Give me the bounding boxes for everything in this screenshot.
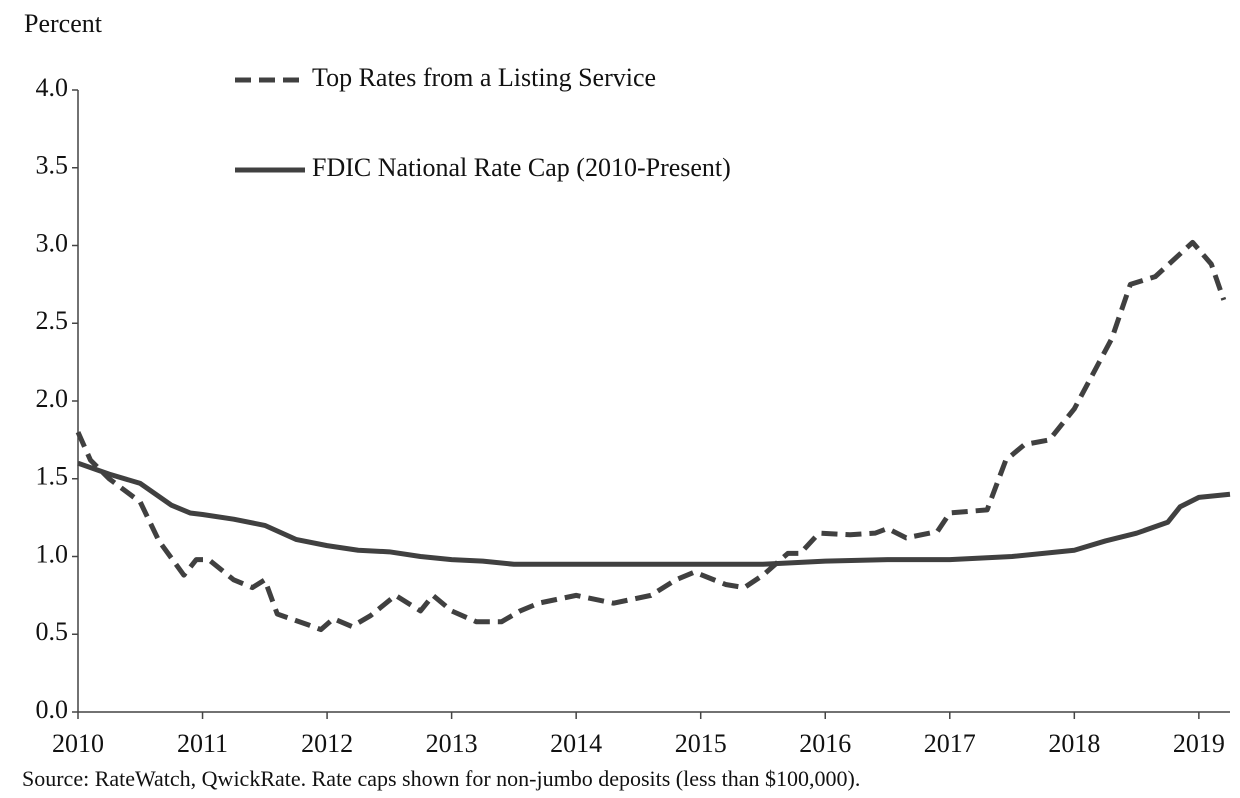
line-series <box>77 460 1231 567</box>
source-note: Source: RateWatch, QwickRate. Rate caps … <box>22 766 860 791</box>
y-tick-label: 2.5 <box>36 306 69 335</box>
x-tick-label: 2011 <box>177 729 228 758</box>
x-tick-label: 2016 <box>799 729 851 758</box>
y-tick-label: 4.0 <box>36 73 69 102</box>
y-axis-label: Percent <box>24 9 103 38</box>
x-tick-label: 2018 <box>1048 729 1100 758</box>
y-tick-label: 1.0 <box>36 539 69 568</box>
x-tick-label: 2014 <box>550 729 602 758</box>
y-tick-label: 1.5 <box>36 462 69 491</box>
x-tick-label: 2013 <box>426 729 478 758</box>
line-series <box>75 239 1227 633</box>
legend-label: Top Rates from a Listing Service <box>312 63 656 92</box>
y-tick-label: 2.0 <box>36 384 69 413</box>
y-tick-label: 0.0 <box>36 695 69 724</box>
x-tick-label: 2017 <box>924 729 976 758</box>
y-tick-label: 0.5 <box>36 617 69 646</box>
x-tick-label: 2019 <box>1173 729 1225 758</box>
y-tick-label: 3.5 <box>36 151 69 180</box>
legend-label: FDIC National Rate Cap (2010-Present) <box>312 153 731 182</box>
x-tick-label: 2010 <box>52 729 104 758</box>
y-tick-label: 3.0 <box>36 228 69 257</box>
x-tick-label: 2012 <box>301 729 353 758</box>
x-tick-label: 2015 <box>675 729 727 758</box>
